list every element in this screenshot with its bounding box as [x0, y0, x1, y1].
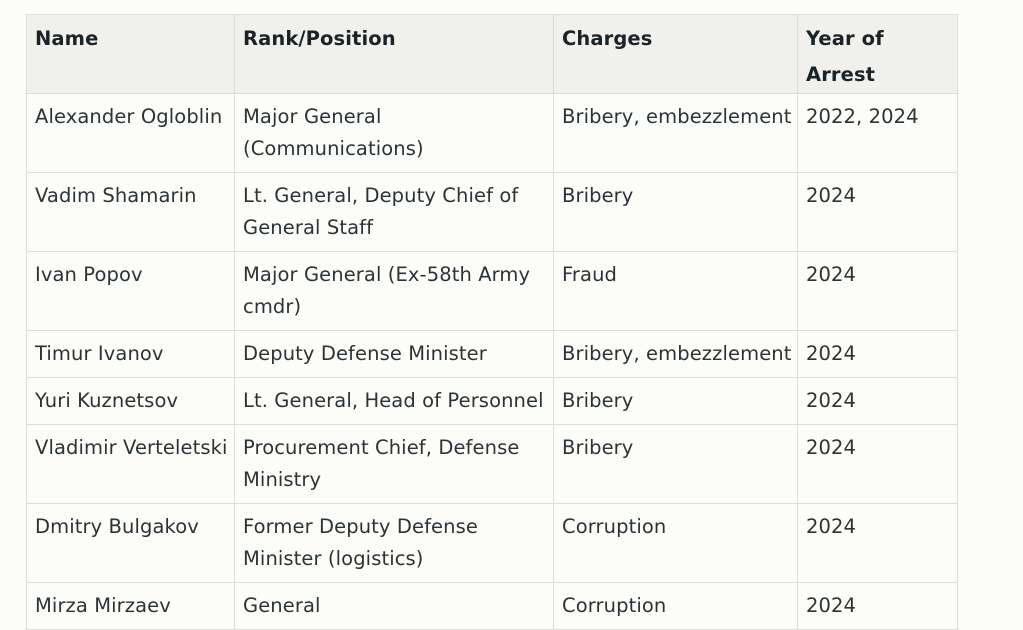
cell-year-of-arrest: 2024	[797, 251, 958, 331]
cell-rank-position: Major General (Communications)	[234, 93, 554, 173]
cell-charges: Fraud	[553, 251, 798, 331]
officials-table: Name Rank/Position Charges Year of Arres…	[26, 14, 958, 630]
cell-year-of-arrest: 2024	[797, 424, 958, 504]
table-row: Dmitry Bulgakov Former Deputy Defense Mi…	[26, 503, 958, 583]
header-year-of-arrest: Year of Arrest	[797, 14, 958, 94]
cell-charges: Bribery	[553, 377, 798, 425]
cell-charges: Bribery, embezzlement	[553, 330, 798, 378]
table-row: Vadim Shamarin Lt. General, Deputy Chief…	[26, 172, 958, 252]
cell-name: Yuri Kuznetsov	[26, 377, 235, 425]
table-row: Yuri Kuznetsov Lt. General, Head of Pers…	[26, 377, 958, 425]
cell-year-of-arrest: 2022, 2024	[797, 93, 958, 173]
table-row: Mirza Mirzaev General Corruption 2024	[26, 582, 958, 630]
table-row: Timur Ivanov Deputy Defense Minister Bri…	[26, 330, 958, 378]
cell-name: Mirza Mirzaev	[26, 582, 235, 630]
cell-charges: Bribery	[553, 172, 798, 252]
cell-charges: Corruption	[553, 582, 798, 630]
cell-rank-position: Procurement Chief, Defense Ministry	[234, 424, 554, 504]
cell-rank-position: Lt. General, Head of Personnel	[234, 377, 554, 425]
header-rank-position: Rank/Position	[234, 14, 554, 94]
cell-year-of-arrest: 2024	[797, 377, 958, 425]
cell-year-of-arrest: 2024	[797, 582, 958, 630]
cell-rank-position: Former Deputy Defense Minister (logistic…	[234, 503, 554, 583]
cell-charges: Bribery	[553, 424, 798, 504]
cell-year-of-arrest: 2024	[797, 330, 958, 378]
cell-year-of-arrest: 2024	[797, 172, 958, 252]
cell-rank-position: Deputy Defense Minister	[234, 330, 554, 378]
cell-name: Alexander Ogloblin	[26, 93, 235, 173]
table-row: Alexander Ogloblin Major General (Commun…	[26, 93, 958, 173]
table-row: Ivan Popov Major General (Ex-58th Army c…	[26, 251, 958, 331]
cell-charges: Corruption	[553, 503, 798, 583]
cell-year-of-arrest: 2024	[797, 503, 958, 583]
cell-name: Vadim Shamarin	[26, 172, 235, 252]
cell-rank-position: Major General (Ex-58th Army cmdr)	[234, 251, 554, 331]
header-name: Name	[26, 14, 235, 94]
cell-name: Timur Ivanov	[26, 330, 235, 378]
cell-name: Ivan Popov	[26, 251, 235, 331]
cell-charges: Bribery, embezzlement	[553, 93, 798, 173]
table-row: Vladimir Verteletski Procurement Chief, …	[26, 424, 958, 504]
table-header-row: Name Rank/Position Charges Year of Arres…	[26, 14, 958, 94]
data-table-container: Name Rank/Position Charges Year of Arres…	[26, 14, 958, 630]
header-charges: Charges	[553, 14, 798, 94]
cell-rank-position: Lt. General, Deputy Chief of General Sta…	[234, 172, 554, 252]
cell-name: Vladimir Verteletski	[26, 424, 235, 504]
cell-name: Dmitry Bulgakov	[26, 503, 235, 583]
cell-rank-position: General	[234, 582, 554, 630]
